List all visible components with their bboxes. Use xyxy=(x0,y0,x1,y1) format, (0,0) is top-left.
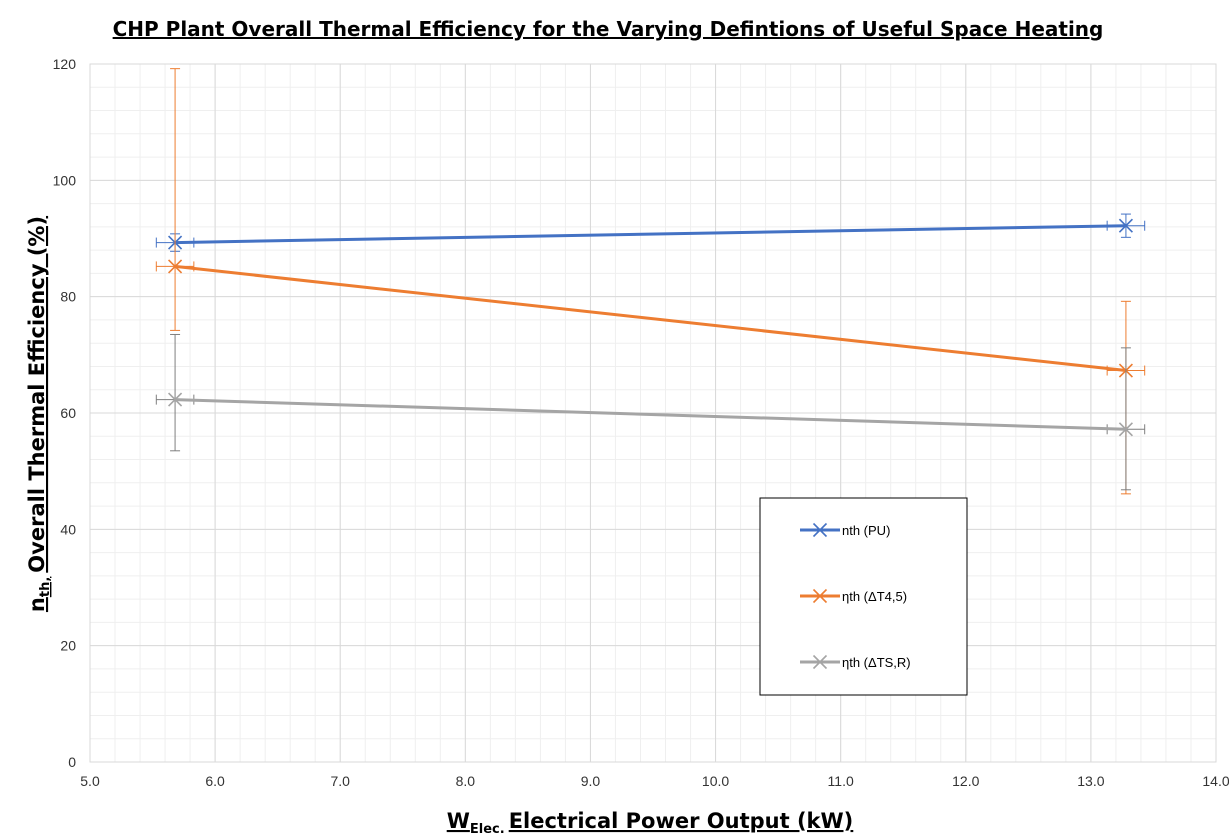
data-point-marker xyxy=(1118,218,1133,233)
x-axis-ticks: 5.0 6.0 7.0 8.0 9.0 10.0 11.0 12.0 13.0 14.0 xyxy=(80,773,1229,789)
x-tick-label: 10.0 xyxy=(702,773,729,789)
x-tick-label: 12.0 xyxy=(952,773,979,789)
chart-title: CHP Plant Overall Thermal Efficiency for… xyxy=(113,17,1104,41)
data-point-marker xyxy=(168,392,183,407)
legend-item-1: nth (PU) xyxy=(800,522,890,538)
legend-item-3: ηth (ΔTS,R) xyxy=(800,654,911,670)
y-axis-title-main: n xyxy=(25,597,49,612)
y-tick-label: 100 xyxy=(53,172,77,188)
legend-marker xyxy=(812,588,828,604)
series-line xyxy=(175,398,1126,431)
legend: nth (PU) ηth (ΔT4,5) ηth (ΔTS,R) xyxy=(759,497,968,696)
y-tick-label: 0 xyxy=(68,754,76,770)
x-tick-label: 5.0 xyxy=(80,773,100,789)
y-tick-label: 80 xyxy=(60,289,76,305)
legend-marker xyxy=(812,654,828,670)
y-axis-title-sub: th, xyxy=(38,577,53,597)
x-axis-title: WElec. Electrical Power Output (kW) xyxy=(447,809,854,834)
x-tick-label: 9.0 xyxy=(581,773,601,789)
series-layer xyxy=(155,68,1146,495)
y-axis-title-rest: Overall Thermal Efficiency (%) xyxy=(25,216,49,573)
x-tick-label: 6.0 xyxy=(205,773,225,789)
data-point-marker xyxy=(1118,422,1133,437)
x-tick-label: 14.0 xyxy=(1202,773,1229,789)
data-point-marker xyxy=(168,259,183,274)
x-axis-title-sub: Elec. xyxy=(470,822,505,834)
x-tick-label: 13.0 xyxy=(1077,773,1104,789)
x-tick-label: 11.0 xyxy=(828,773,854,789)
y-tick-label: 20 xyxy=(60,638,76,654)
legend-marker xyxy=(812,522,828,538)
y-tick-label: 60 xyxy=(60,405,76,421)
legend-item-2: ηth (ΔT4,5) xyxy=(800,588,907,604)
x-axis-title-main: W xyxy=(447,809,470,833)
legend-label: nth (PU) xyxy=(842,523,890,538)
y-axis-title: nth, Overall Thermal Efficiency (%) xyxy=(25,216,53,612)
x-tick-label: 8.0 xyxy=(456,773,476,789)
y-tick-label: 120 xyxy=(53,56,77,72)
y-tick-label: 40 xyxy=(60,521,76,537)
legend-label: ηth (ΔTS,R) xyxy=(842,655,911,670)
plot-area xyxy=(89,63,1217,763)
x-axis-title-rest: Electrical Power Output (kW) xyxy=(509,809,854,833)
legend-box xyxy=(759,497,968,696)
legend-label: ηth (ΔT4,5) xyxy=(842,589,907,604)
series-line xyxy=(175,224,1126,245)
y-axis-ticks: 0 20 40 60 80 100 120 xyxy=(53,56,77,770)
series-3 xyxy=(155,333,1146,491)
series-line xyxy=(174,264,1127,373)
x-tick-label: 7.0 xyxy=(330,773,350,789)
